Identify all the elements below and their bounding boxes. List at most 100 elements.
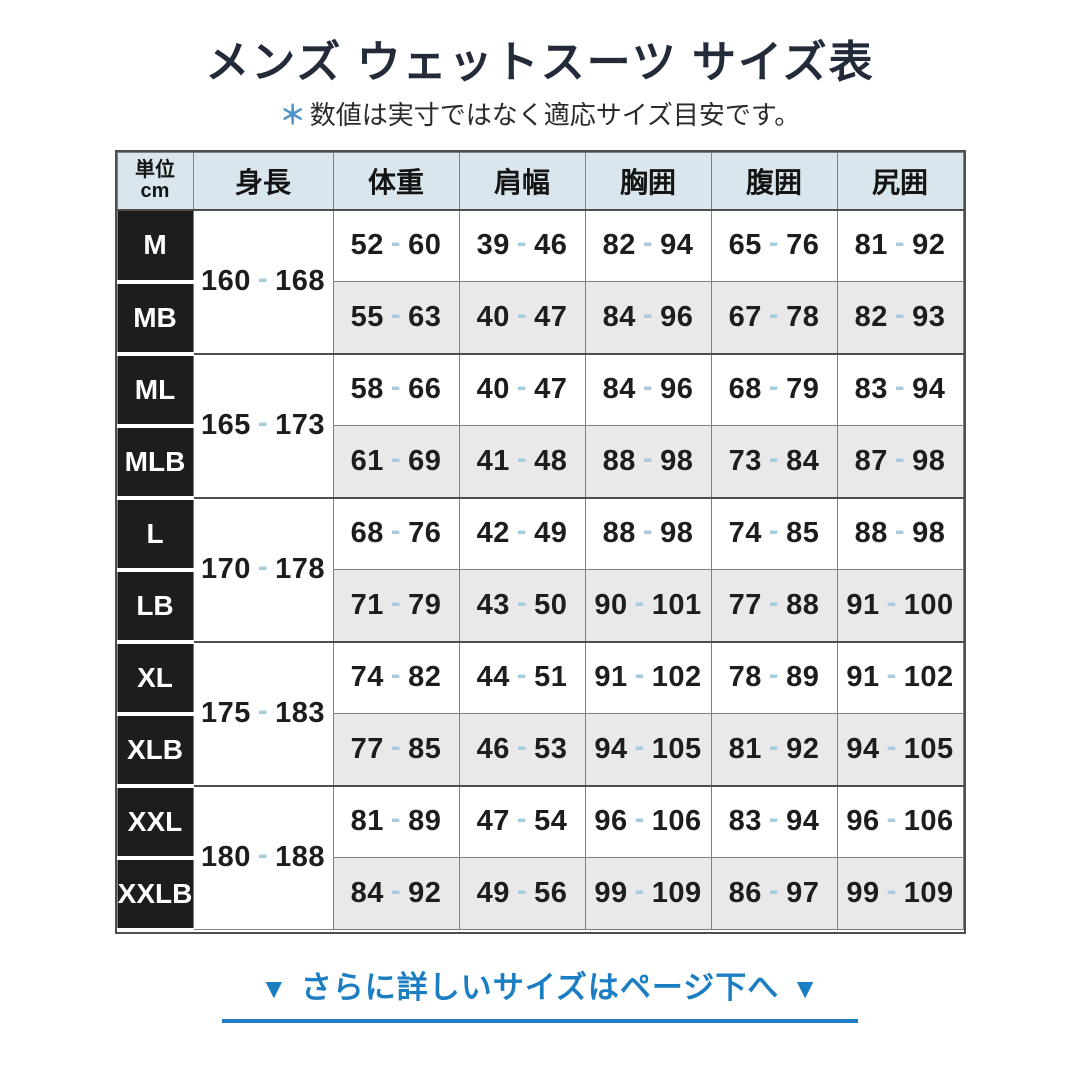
column-header-shoulder: 肩幅 — [458, 152, 586, 211]
range-cell: 46-53 — [458, 713, 586, 786]
table-row: XXLB 84-92 49-56 99-109 86-97 99-109 — [116, 855, 964, 932]
range-max: 93 — [912, 300, 946, 333]
range-cell: 77-85 — [332, 713, 460, 786]
range-dash: - — [257, 263, 269, 295]
range-cell: 91-102 — [584, 640, 712, 714]
range-cell: 86-97 — [710, 857, 838, 930]
page-title: メンズ ウェットスーツ サイズ表 — [205, 38, 875, 87]
range-dash: - — [894, 515, 906, 548]
range-cell: 77-88 — [710, 569, 838, 642]
range-max: 53 — [534, 732, 568, 765]
range-min: 88 — [602, 444, 636, 477]
range-min: 180 — [201, 841, 251, 874]
range-cell: 68-76 — [332, 496, 460, 570]
range-max: 98 — [660, 517, 694, 550]
range-min: 44 — [476, 661, 510, 694]
range-cell: 99-109 — [836, 857, 964, 930]
range-max: 47 — [534, 300, 568, 333]
range-max: 76 — [408, 517, 442, 550]
range-dash: - — [886, 803, 897, 836]
range-min: 88 — [854, 517, 888, 550]
height-cell: 170-178 — [192, 496, 334, 642]
range-cell: 40-47 — [458, 352, 586, 426]
range-max: 98 — [912, 444, 946, 477]
range-cell: 91-100 — [836, 569, 964, 642]
range-max: 89 — [408, 805, 442, 838]
range-min: 55 — [350, 300, 384, 333]
range-dash: - — [516, 227, 528, 260]
range-min: 71 — [350, 588, 384, 621]
range-min: 39 — [476, 229, 510, 262]
range-cell: 83-94 — [836, 352, 964, 426]
range-cell: 61-69 — [332, 425, 460, 498]
range-cell: 49-56 — [458, 857, 586, 930]
range-dash: - — [894, 371, 906, 404]
range-max: 106 — [903, 805, 954, 838]
range-cell: 55-63 — [332, 281, 460, 354]
range-dash: - — [516, 803, 528, 836]
range-min: 68 — [350, 517, 384, 550]
table-row: LB 71-79 43-50 90-101 77-88 91-100 — [116, 567, 964, 644]
range-max: 79 — [408, 588, 442, 621]
range-min: 96 — [594, 805, 628, 838]
column-header-waist: 腹囲 — [710, 152, 838, 211]
footer: ▼ さらに詳しいサイズはページ下へ ▼ — [0, 962, 1080, 1023]
size-label: LB — [116, 567, 194, 644]
range-min: 74 — [350, 661, 384, 694]
size-label: XLB — [116, 711, 194, 788]
range-max: 178 — [275, 553, 325, 585]
range-dash: - — [886, 875, 897, 907]
range-min: 160 — [201, 265, 251, 297]
range-dash: - — [642, 371, 654, 404]
range-max: 94 — [912, 373, 946, 406]
table-row: ML 165-173 58-66 40-47 84-96 68-79 83-94 — [116, 351, 964, 498]
range-max: 92 — [786, 732, 820, 765]
range-min: 73 — [728, 444, 762, 477]
table-row: MLB 61-69 41-48 88-98 73-84 87-98 — [116, 423, 964, 500]
range-cell: 39-46 — [458, 208, 586, 282]
range-cell: 84-96 — [584, 352, 712, 426]
range-dash: - — [768, 803, 780, 836]
range-max: 76 — [786, 229, 820, 262]
range-dash: - — [634, 730, 645, 763]
range-max: 94 — [660, 229, 694, 262]
range-dash: - — [390, 875, 402, 907]
range-cell: 58-66 — [332, 352, 460, 426]
column-header-weight: 体重 — [332, 152, 460, 211]
range-max: 82 — [408, 661, 442, 694]
range-max: 54 — [534, 805, 568, 838]
range-min: 52 — [350, 229, 384, 262]
range-dash: - — [257, 407, 269, 439]
range-dash: - — [634, 875, 645, 907]
range-min: 49 — [476, 877, 510, 909]
range-dash: - — [516, 730, 528, 763]
range-dash: - — [516, 515, 528, 548]
range-min: 91 — [846, 588, 880, 621]
range-max: 92 — [408, 877, 442, 909]
table-row: XXL 180-188 81-89 47-54 96-106 83-94 96-… — [116, 783, 964, 930]
range-min: 81 — [728, 732, 762, 765]
range-dash: - — [768, 371, 780, 404]
range-dash: - — [642, 298, 654, 331]
range-max: 102 — [903, 661, 954, 694]
range-max: 105 — [651, 732, 702, 765]
range-min: 94 — [846, 732, 880, 765]
range-min: 74 — [728, 517, 762, 550]
range-max: 88 — [786, 588, 820, 621]
range-max: 98 — [912, 517, 946, 550]
range-max: 85 — [408, 732, 442, 765]
range-max: 69 — [408, 444, 442, 477]
range-cell: 88-98 — [584, 496, 712, 570]
range-min: 81 — [854, 229, 888, 262]
range-max: 56 — [534, 877, 568, 909]
table-row: XLB 77-85 46-53 94-105 81-92 94-105 — [116, 711, 964, 788]
range-max: 97 — [786, 877, 820, 909]
range-min: 84 — [350, 877, 384, 909]
range-dash: - — [768, 227, 780, 260]
range-max: 96 — [660, 373, 694, 406]
range-min: 78 — [728, 661, 762, 694]
range-min: 99 — [594, 877, 628, 909]
range-max: 101 — [651, 588, 702, 621]
more-sizes-link[interactable]: ▼ さらに詳しいサイズはページ下へ ▼ — [222, 962, 858, 1023]
